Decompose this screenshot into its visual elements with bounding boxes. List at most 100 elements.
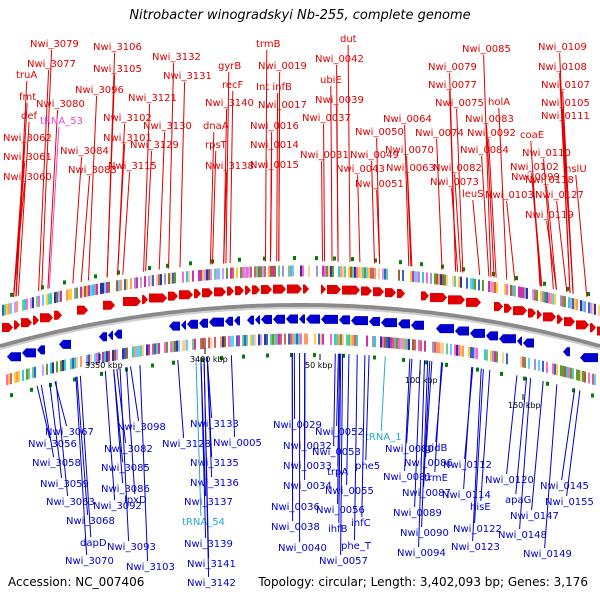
- forward-leader-line: [507, 201, 515, 281]
- cog-stripe: [272, 334, 274, 345]
- cog-stripe: [112, 350, 114, 361]
- cog-stripe: [198, 270, 200, 281]
- forward-gene-label: Nwi_0014: [250, 140, 299, 151]
- forward-leader-line: [437, 139, 442, 270]
- cog-stripe: [450, 344, 452, 355]
- cog-stripe: [46, 294, 48, 305]
- forward-gene-label: Nwi_0063: [386, 163, 435, 174]
- reverse-gene-arrow: [22, 348, 36, 357]
- cog-stripe: [90, 285, 92, 296]
- cog-stripe: [132, 347, 134, 358]
- forward-gene-label: Nwi_0015: [250, 160, 299, 171]
- cog-stripe: [358, 267, 360, 278]
- cog-stripe: [232, 336, 234, 347]
- cog-stripe: [164, 342, 166, 353]
- cog-stripe: [288, 266, 290, 277]
- forward-gene-label: Nwi_0042: [315, 54, 364, 65]
- forward-gene-label: tRNA_53: [40, 116, 83, 127]
- forward-gene-label: Nwi_3132: [152, 52, 201, 63]
- cog-stripe: [556, 364, 558, 375]
- forward-gene-arrow: [179, 290, 193, 299]
- reverse-gene-label: Nwi_0147: [510, 511, 559, 522]
- forward-gene-label: Nwi_3130: [143, 121, 192, 132]
- forward-gene-label: Nwi_0085: [462, 44, 511, 55]
- forward-gene-label: Nwi_3061: [3, 152, 52, 163]
- reverse-gene-label: Nwi_0055: [325, 486, 374, 497]
- cog-stripe: [446, 343, 448, 354]
- cog-stripe: [260, 334, 262, 345]
- cog-stripe: [86, 286, 88, 297]
- forward-gene-label: Nwi_0119: [525, 210, 574, 221]
- cog-stripe: [330, 266, 332, 277]
- cog-stripe: [534, 359, 536, 370]
- cog-stripe: [106, 282, 108, 293]
- cog-stripe: [438, 274, 440, 285]
- cog-stripe: [380, 337, 382, 348]
- reverse-leader-line: [131, 367, 139, 422]
- reverse-gene-arrow: [286, 315, 298, 324]
- reverse-gene-arrow: [199, 319, 208, 328]
- reverse-gene-arrow: [108, 331, 113, 340]
- cog-stripe: [570, 298, 572, 309]
- cog-stripe: [210, 337, 212, 348]
- cog-stripe: [436, 342, 438, 353]
- cog-stripe: [342, 266, 344, 277]
- cog-stripe: [460, 277, 462, 288]
- cog-stripe: [170, 341, 172, 352]
- cog-stripe: [186, 340, 188, 351]
- cog-stripe: [458, 345, 460, 356]
- forward-leader-line: [473, 200, 480, 275]
- cog-stripe: [62, 360, 64, 371]
- forward-gene-label: Nwi_3138: [205, 161, 254, 172]
- cog-stripe: [204, 270, 206, 281]
- cog-stripe: [14, 302, 16, 313]
- cog-stripe: [74, 288, 76, 299]
- cog-stripe: [126, 279, 128, 290]
- scale-label: 50 kbp: [305, 361, 333, 370]
- cog-stripe: [66, 290, 68, 301]
- cog-stripe: [80, 356, 82, 367]
- forward-gene-label: holA: [488, 97, 510, 108]
- cog-stripe: [496, 282, 498, 293]
- forward-gene-arrow: [543, 312, 556, 321]
- forward-gene-arrow: [448, 295, 465, 304]
- cog-stripe: [574, 299, 576, 310]
- reverse-gene-label: Nwi_0145: [540, 481, 589, 492]
- reverse-gene-arrow: [209, 318, 224, 327]
- cog-stripe: [548, 293, 550, 304]
- cog-stripe: [474, 279, 476, 290]
- cog-stripe: [360, 267, 362, 278]
- cog-stripe: [262, 266, 264, 277]
- cog-stripe: [520, 287, 522, 298]
- cog-stripe: [214, 337, 216, 348]
- cog-stripe: [334, 334, 336, 345]
- forward-gene-label: Nwi_3062: [3, 133, 52, 144]
- cog-stripe: [114, 350, 116, 361]
- forward-gene-label: Nwi_0083: [465, 114, 514, 125]
- cog-stripe: [178, 340, 180, 351]
- forward-gene-arrow: [54, 311, 62, 320]
- cog-stripe: [490, 281, 492, 292]
- cog-stripe: [438, 342, 440, 353]
- gc-tick: [189, 261, 192, 265]
- cog-stripe: [328, 266, 330, 277]
- reverse-leader-line: [77, 377, 88, 515]
- forward-gene-arrow: [194, 289, 201, 298]
- cog-stripe: [192, 271, 194, 282]
- cog-stripe: [434, 342, 436, 353]
- cog-stripe: [300, 334, 302, 345]
- cog-stripe: [466, 278, 468, 289]
- cog-stripe: [520, 356, 522, 367]
- forward-gene-arrow: [303, 285, 309, 294]
- cog-stripe: [452, 276, 454, 287]
- gc-tick: [94, 274, 97, 278]
- reverse-gene-label: Nwi_3063: [46, 497, 95, 508]
- forward-gene-label: Nwi_0073: [430, 177, 479, 188]
- reverse-gene-arrow: [255, 315, 260, 324]
- cog-stripe: [292, 266, 294, 277]
- cog-stripe: [6, 374, 8, 385]
- cog-stripe: [10, 373, 12, 384]
- forward-gene-label: Nwi_0111: [541, 111, 590, 122]
- forward-leader-line: [159, 132, 164, 270]
- gc-tick: [333, 257, 336, 261]
